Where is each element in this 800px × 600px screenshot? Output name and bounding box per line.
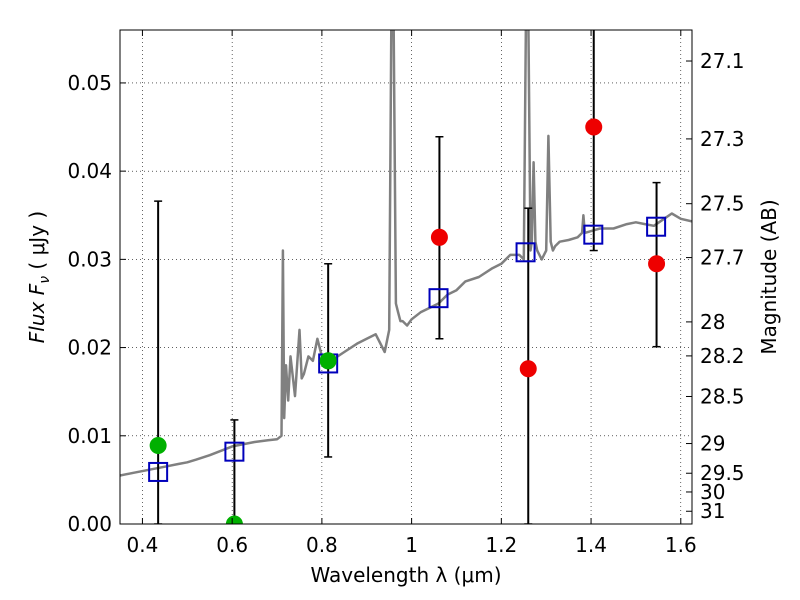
y-axis-label: Flux Fν ( μJy )	[25, 211, 53, 343]
magnitude-tick-label: 28.2	[700, 344, 745, 368]
detection-point	[319, 352, 337, 370]
x-axis-label: Wavelength λ (μm)	[310, 563, 501, 587]
spectrum-line	[120, 30, 692, 477]
y-axis-right-label: Magnitude (AB)	[757, 199, 781, 354]
magnitude-tick-label: 27.5	[700, 192, 745, 216]
magnitude-tick-label: 27.7	[700, 246, 745, 270]
magnitude-tick-label: 30	[700, 480, 725, 504]
model-photometry-point	[224, 441, 245, 462]
y-tick-label: 0.03	[67, 247, 112, 271]
magnitude-tick-label: 29.5	[700, 461, 745, 485]
y-tick-label: 0.00	[67, 512, 112, 536]
x-axis-ticks: 0.4 0.6 0.8 1 1.2 1.4 1.6	[127, 30, 697, 557]
magnitude-tick-label: 27.1	[700, 49, 745, 73]
y-axis-label-unit: ( μJy )	[25, 211, 49, 276]
detection-point	[225, 515, 243, 524]
nondetection-point	[648, 255, 666, 273]
magnitude-tick-label: 28.5	[700, 384, 745, 408]
y-tick-label: 0.02	[67, 336, 112, 360]
x-tick-label: 1.6	[665, 533, 697, 557]
y-tick-label: 0.01	[67, 424, 112, 448]
x-tick-label: 0.6	[216, 533, 248, 557]
model-photometry-point	[428, 288, 449, 309]
x-tick-label: 0.4	[127, 533, 159, 557]
y-axis-ticks: 0.00 0.01 0.02 0.03 0.04 0.05	[67, 71, 126, 536]
x-tick-label: 0.8	[306, 533, 338, 557]
detection-point	[149, 436, 167, 454]
magnitude-tick-label: 27.3	[700, 127, 745, 151]
model-photometry-point	[646, 216, 667, 237]
model-photometry-point	[583, 224, 604, 245]
x-tick-label: 1	[405, 533, 418, 557]
x-tick-label: 1.2	[485, 533, 517, 557]
y-tick-label: 0.05	[67, 71, 112, 95]
axes-frame	[119, 29, 693, 525]
x-tick-label: 1.4	[575, 533, 607, 557]
y-axis-label-subscript: ν	[37, 276, 53, 284]
nondetection-point	[519, 360, 537, 378]
model-photometry-point	[515, 242, 536, 263]
y-tick-label: 0.04	[67, 159, 112, 183]
magnitude-tick-label: 29	[700, 432, 725, 456]
magnitude-tick-label: 31	[700, 499, 725, 523]
y-axis-label-main: Flux F	[25, 283, 49, 343]
plot-area	[120, 30, 692, 524]
nondetection-point	[430, 228, 448, 246]
model-photometry-point	[148, 461, 169, 482]
magnitude-tick-label: 28	[700, 310, 725, 334]
nondetection-point	[585, 118, 603, 136]
